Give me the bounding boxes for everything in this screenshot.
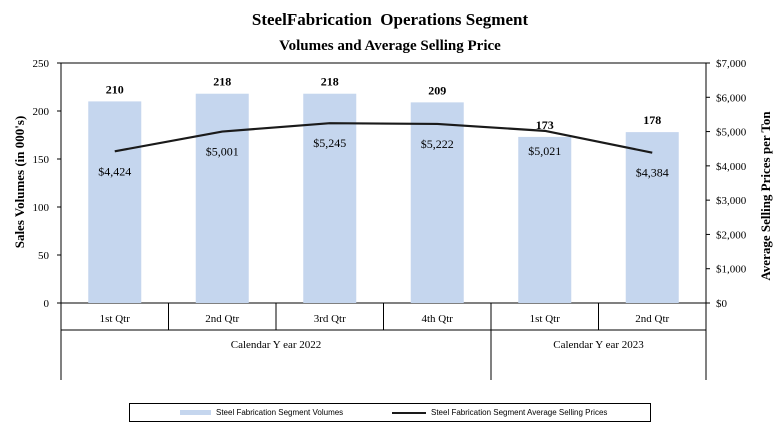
price-data-label: $5,001: [206, 145, 239, 159]
price-data-label: $5,245: [313, 136, 346, 150]
plot-area: 0 50 100 150 200 250 $0 $1,000 $2,000 $3,000 $4,00…: [33, 58, 747, 380]
x-tick-label: 1st Qtr: [100, 313, 131, 325]
bar-value-label: 209: [428, 83, 446, 97]
bar: [303, 93, 357, 303]
y2-tick-label: $5,000: [716, 127, 747, 139]
y2-tick-label: $2,000: [716, 229, 747, 241]
legend: Steel Fabrication Segment Volumes Steel …: [129, 403, 651, 422]
bar: [410, 102, 464, 303]
y-tick-label: 150: [33, 154, 50, 166]
price-data-label: $5,021: [528, 144, 561, 158]
bar-value-label: 218: [213, 75, 231, 89]
y-tick-label: 250: [33, 58, 50, 70]
x-tick-label: 2nd Qtr: [635, 313, 669, 325]
y2-tick-label: $4,000: [716, 161, 747, 173]
plot-frame: [60, 62, 707, 304]
legend-item-prices: Steel Fabrication Segment Average Sellin…: [392, 404, 607, 421]
bar-value-label: 218: [321, 75, 339, 89]
x-tick-label: 2nd Qtr: [205, 313, 239, 325]
y-tick-label: 100: [33, 202, 50, 214]
y-tick-label: 200: [33, 106, 50, 118]
legend-item-volumes: Steel Fabrication Segment Volumes: [180, 404, 343, 421]
legend-label-volumes: Steel Fabrication Segment Volumes: [216, 408, 344, 417]
y-tick-label: 0: [44, 298, 50, 310]
legend-label-prices: Steel Fabrication Segment Average Sellin…: [431, 408, 608, 417]
y2-tick-label: $6,000: [716, 92, 747, 104]
price-data-label: $4,384: [636, 166, 669, 180]
x-tick-label: 3rd Qtr: [314, 313, 346, 325]
chart-subtitle: Volumes and Average Selling Price: [279, 38, 501, 54]
y2-tick-label: $0: [716, 298, 728, 310]
bar: [518, 136, 572, 303]
bar: [195, 93, 249, 303]
price-line: [114, 122, 653, 154]
y2-tick-label: $3,000: [716, 195, 747, 207]
bar-value-label: 178: [643, 113, 661, 127]
chart-title: SteelFabrication Operations Segment: [251, 10, 529, 29]
y2-tick-label: $7,000: [716, 58, 747, 70]
x-group-label: Calendar Y ear 2023: [553, 339, 644, 351]
x-tick-label: 1st Qtr: [530, 313, 561, 325]
x-group-label: Calendar Y ear 2022: [231, 339, 322, 351]
y2-tick-label: $1,000: [716, 264, 747, 276]
bar-value-label: 210: [106, 82, 124, 96]
bar: [88, 101, 142, 304]
y-tick-label: 50: [38, 250, 50, 262]
bar-value-label: 173: [536, 118, 554, 132]
legend-swatch-prices: [392, 411, 426, 414]
x-tick-label: 4th Qtr: [422, 313, 454, 325]
bar: [625, 132, 679, 303]
price-data-label: $5,222: [421, 137, 454, 151]
price-data-label: $4,424: [98, 164, 131, 178]
legend-swatch-volumes: [180, 410, 211, 415]
